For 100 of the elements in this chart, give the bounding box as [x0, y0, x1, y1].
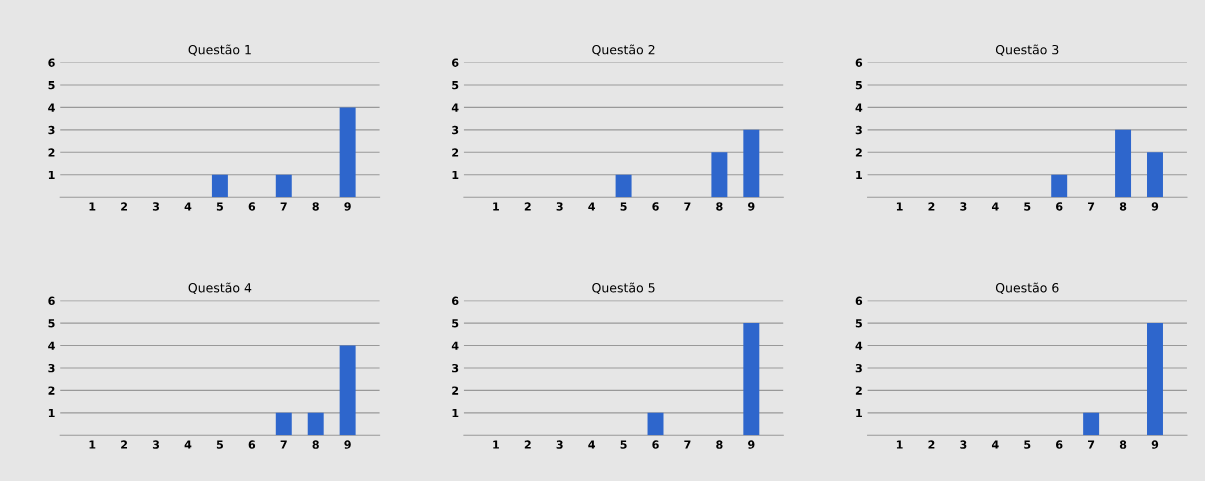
- x-tick-label: 8: [716, 202, 723, 211]
- y-tick-label: 3: [855, 363, 862, 373]
- x-tick-label: 6: [1056, 440, 1063, 449]
- x-tick-label: 4: [588, 440, 596, 449]
- x-tick-label: 2: [121, 440, 128, 449]
- y-tick-label: 6: [48, 58, 55, 67]
- x-tick-label: 6: [652, 202, 659, 211]
- x-tick-label: 3: [960, 440, 967, 449]
- y-tick-label: 1: [48, 170, 55, 179]
- bar: [1147, 152, 1163, 198]
- x-tick-label: 5: [620, 202, 627, 211]
- x-tick-label: 3: [960, 202, 967, 211]
- y-tick-label: 2: [48, 148, 55, 157]
- chart-title: Questão 3: [995, 44, 1059, 56]
- x-tick-label: 5: [216, 202, 223, 211]
- x-tick-label: 2: [121, 202, 128, 211]
- x-tick-label: 7: [280, 440, 287, 449]
- y-tick-label: 6: [452, 58, 459, 67]
- x-tick-label: 3: [556, 202, 563, 211]
- y-tick-label: 3: [452, 125, 459, 135]
- x-tick-label: 1: [89, 202, 96, 211]
- x-tick-label: 8: [1119, 440, 1127, 449]
- x-tick-label: 6: [652, 440, 659, 449]
- y-tick-label: 4: [451, 103, 459, 112]
- y-tick-label: 1: [48, 408, 55, 418]
- x-tick-label: 3: [152, 202, 160, 211]
- y-tick-label: 6: [452, 296, 459, 305]
- y-tick-label: 3: [855, 125, 862, 135]
- y-tick-label: 5: [452, 319, 459, 328]
- y-tick-label: 4: [855, 341, 863, 350]
- x-tick-label: 5: [620, 440, 627, 449]
- bar: [743, 129, 760, 198]
- y-tick-label: 1: [452, 170, 459, 179]
- y-tick-label: 5: [855, 319, 862, 328]
- bar: [615, 174, 632, 198]
- y-tick-label: 6: [855, 58, 863, 67]
- y-tick-label: 2: [452, 148, 459, 157]
- x-tick-label: 2: [524, 202, 531, 211]
- x-tick-label: 1: [89, 440, 96, 449]
- x-tick-label: 2: [928, 202, 935, 211]
- bar: [711, 152, 728, 198]
- y-tick-label: 3: [48, 125, 55, 135]
- x-tick-label: 1: [896, 440, 903, 449]
- x-tick-label: 2: [524, 440, 531, 449]
- x-tick-label: 4: [991, 440, 999, 449]
- chart-title: Questão 5: [592, 282, 655, 294]
- y-tick-label: 3: [48, 363, 55, 373]
- x-tick-label: 3: [152, 440, 160, 449]
- x-tick-label: 5: [1024, 440, 1031, 449]
- y-tick-label: 2: [452, 386, 459, 395]
- y-tick-label: 5: [48, 319, 55, 328]
- x-tick-label: 5: [1024, 202, 1031, 211]
- x-tick-label: 8: [716, 440, 723, 449]
- y-tick-label: 1: [856, 408, 862, 418]
- x-tick-label: 7: [684, 202, 691, 211]
- y-tick-label: 3: [452, 363, 459, 373]
- x-tick-label: 8: [1119, 202, 1127, 211]
- y-tick-label: 4: [855, 103, 863, 112]
- x-tick-label: 9: [344, 440, 351, 449]
- chart-title: Questão 4: [188, 282, 252, 294]
- x-tick-label: 5: [216, 440, 223, 449]
- y-tick-label: 5: [452, 81, 459, 90]
- x-tick-label: 4: [588, 202, 596, 211]
- chart-title: Questão 6: [995, 282, 1059, 294]
- y-tick-label: 2: [855, 386, 862, 395]
- x-tick-label: 4: [184, 202, 192, 211]
- y-tick-label: 4: [48, 103, 55, 112]
- y-tick-label: 4: [48, 341, 55, 350]
- x-tick-label: 1: [896, 202, 903, 211]
- chart-title: Questão 2: [592, 44, 655, 56]
- x-tick-label: 7: [280, 202, 287, 211]
- y-tick-label: 1: [452, 408, 459, 418]
- x-tick-label: 7: [1088, 202, 1095, 211]
- bar: [1115, 129, 1132, 198]
- x-tick-label: 3: [556, 440, 563, 449]
- y-tick-label: 1: [856, 170, 862, 179]
- x-tick-label: 7: [1088, 440, 1095, 449]
- bar: [1051, 174, 1068, 198]
- x-tick-label: 9: [1151, 202, 1159, 211]
- y-tick-label: 5: [855, 81, 862, 90]
- x-tick-label: 7: [684, 440, 691, 449]
- x-tick-label: 1: [493, 202, 499, 211]
- x-tick-label: 8: [312, 202, 319, 211]
- x-tick-label: 8: [312, 440, 319, 449]
- y-tick-label: 6: [48, 296, 55, 305]
- x-tick-label: 1: [493, 440, 499, 449]
- chart-title: Questão 1: [188, 44, 251, 56]
- y-tick-label: 4: [451, 341, 459, 350]
- y-tick-label: 5: [48, 81, 55, 90]
- x-tick-label: 9: [1151, 440, 1159, 449]
- x-tick-label: 9: [748, 440, 755, 449]
- x-tick-label: 6: [248, 202, 256, 211]
- x-tick-label: 9: [344, 202, 351, 211]
- x-tick-label: 6: [1056, 202, 1063, 211]
- x-tick-label: 4: [991, 202, 999, 211]
- y-tick-label: 2: [855, 148, 862, 157]
- x-tick-label: 4: [184, 440, 192, 449]
- x-tick-label: 6: [248, 440, 256, 449]
- y-tick-label: 6: [855, 296, 863, 305]
- y-tick-label: 2: [48, 386, 55, 395]
